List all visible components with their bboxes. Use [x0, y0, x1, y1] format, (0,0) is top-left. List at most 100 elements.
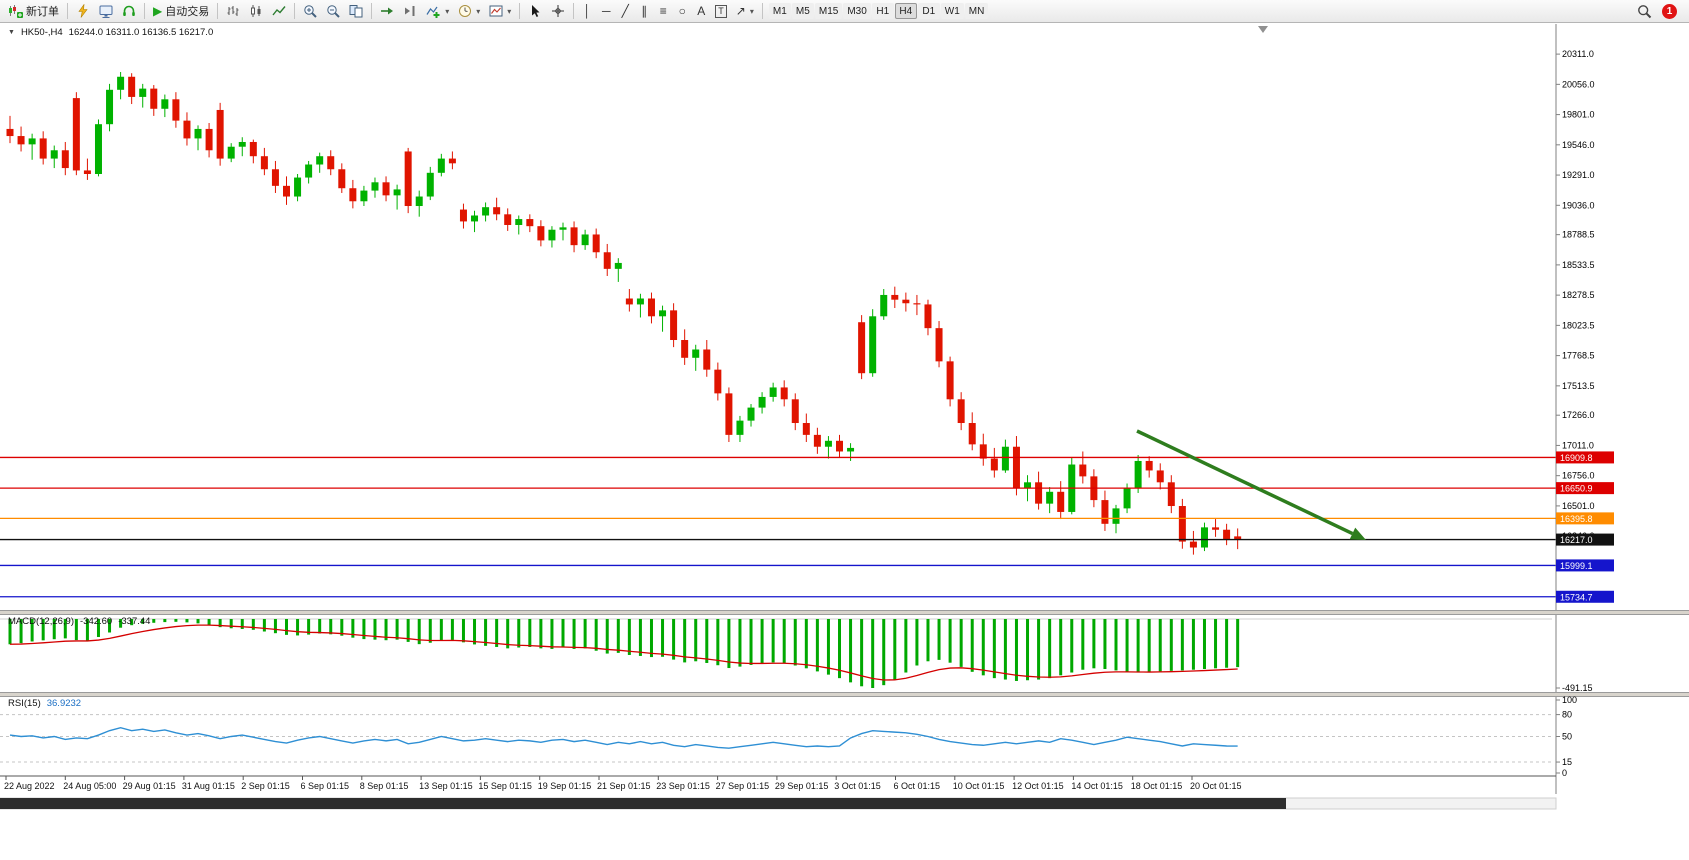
candlestick-type-button[interactable] — [245, 2, 267, 20]
chart-symbol-period: HK50-,H4 — [20, 27, 63, 38]
svg-text:19546.0: 19546.0 — [1562, 140, 1595, 150]
cursor-button[interactable] — [524, 2, 546, 20]
horizontal-line-button[interactable]: ─ — [597, 2, 615, 20]
price-badge — [1556, 512, 1614, 525]
svg-text:18023.5: 18023.5 — [1562, 320, 1595, 330]
indicators-button[interactable]: ▾ — [422, 2, 453, 20]
svg-text:15734.7: 15734.7 — [1560, 592, 1593, 602]
zoom-out-icon — [326, 4, 340, 18]
support-button[interactable] — [118, 2, 140, 20]
timeframe-W1[interactable]: W1 — [940, 3, 964, 19]
toolbar-separator — [519, 3, 521, 19]
svg-text:17266.0: 17266.0 — [1562, 410, 1595, 420]
search-button[interactable] — [1633, 2, 1656, 20]
line-chart-type-button[interactable] — [268, 2, 290, 20]
macd-signal-value: -337.44 — [118, 616, 151, 627]
timeframe-MN[interactable]: MN — [964, 3, 989, 19]
vertical-line-button[interactable]: │ — [578, 2, 596, 20]
svg-text:16501.0: 16501.0 — [1562, 501, 1595, 511]
toolbar-separator — [371, 3, 373, 19]
monitor-icon — [99, 4, 113, 19]
svg-text:12 Oct 01:15: 12 Oct 01:15 — [1012, 781, 1064, 791]
notification-badge[interactable]: 1 — [1662, 3, 1677, 19]
channel-button[interactable]: ∥ — [635, 2, 653, 20]
timeframe-M15[interactable]: M15 — [814, 3, 843, 19]
rsi-value: 36.9232 — [46, 698, 82, 709]
svg-text:6 Oct 01:15: 6 Oct 01:15 — [894, 781, 941, 791]
trendline-button[interactable]: ╱ — [616, 2, 634, 20]
price-badge — [1556, 482, 1614, 495]
zoom-in-button[interactable] — [299, 2, 321, 20]
shapes-button[interactable]: ○ — [673, 2, 691, 20]
auto-trading-button[interactable]: ▶ 自动交易 — [149, 2, 213, 20]
channel-icon: ∥ — [641, 4, 648, 18]
timeframe-H1[interactable]: H1 — [871, 3, 894, 19]
vertical-line-icon: │ — [583, 4, 592, 18]
svg-text:29 Aug 01:15: 29 Aug 01:15 — [123, 781, 176, 791]
toolbar-separator — [573, 3, 575, 19]
auto-scroll-button[interactable] — [376, 2, 398, 20]
line-chart-icon — [272, 4, 286, 18]
chart-properties-icon — [489, 4, 503, 18]
chart-collapse-icon[interactable]: ▼ — [8, 29, 15, 36]
svg-text:80: 80 — [1562, 710, 1572, 720]
zoom-out-button[interactable] — [322, 2, 344, 20]
price-lines-layer — [0, 456, 1556, 598]
text-icon: A — [697, 4, 706, 18]
text-label-button[interactable]: T — [711, 2, 731, 20]
chart-shift-marker[interactable] — [1258, 26, 1268, 33]
svg-text:29 Sep 01:15: 29 Sep 01:15 — [775, 781, 829, 791]
new-order-button[interactable]: 新订单 — [4, 2, 63, 20]
lightning-button[interactable] — [72, 2, 94, 20]
chart-shift-button[interactable] — [399, 2, 421, 20]
arrows-tool-button[interactable]: ↗ ▾ — [732, 2, 758, 20]
crosshair-button[interactable] — [547, 2, 569, 20]
svg-text:20 Oct 01:15: 20 Oct 01:15 — [1190, 781, 1242, 791]
timeframe-D1[interactable]: D1 — [917, 3, 940, 19]
macd-splitter[interactable] — [0, 610, 1689, 615]
svg-text:17011.0: 17011.0 — [1562, 440, 1594, 450]
price-badge — [1556, 559, 1614, 572]
new-order-label: 新订单 — [26, 6, 59, 18]
price-badge — [1556, 533, 1614, 546]
timeframe-H4[interactable]: H4 — [894, 3, 917, 19]
ohlc-bars-icon — [226, 4, 240, 18]
timeframe-M1[interactable]: M1 — [768, 3, 791, 19]
fibonacci-button[interactable]: ≡ — [654, 2, 672, 20]
chart-properties-button[interactable]: ▾ — [485, 2, 515, 20]
chevron-down-icon: ▾ — [476, 6, 481, 16]
svg-text:13 Sep 01:15: 13 Sep 01:15 — [419, 781, 473, 791]
auto-scroll-icon — [380, 4, 394, 18]
macd-name: MACD(12,26,9) — [8, 616, 74, 627]
arrow-icon: ↗ — [735, 4, 746, 18]
svg-text:18278.5: 18278.5 — [1562, 290, 1595, 300]
bar-chart-type-button[interactable] — [222, 2, 244, 20]
chart-title: ▼ HK50-,H4 16244.0 16311.0 16136.5 16217… — [8, 27, 213, 38]
macd-indicator-label: MACD(12,26,9) -342.60 -337.44 — [8, 616, 150, 627]
tile-windows-button[interactable] — [345, 2, 367, 20]
periods-button[interactable]: ▾ — [454, 2, 484, 20]
timeframe-M5[interactable]: M5 — [791, 3, 814, 19]
chart-plot-area[interactable] — [0, 24, 1552, 608]
toolbar-separator — [761, 3, 763, 19]
rsi-indicator-label: RSI(15) 36.9232 — [8, 698, 81, 709]
play-icon: ▶ — [153, 4, 163, 18]
svg-text:22 Aug 2022: 22 Aug 2022 — [4, 781, 55, 791]
trendline-icon: ╱ — [621, 4, 629, 18]
trend-arrow[interactable] — [1136, 429, 1366, 540]
timeframe-M30[interactable]: M30 — [843, 3, 871, 19]
clock-icon — [458, 4, 472, 18]
terminal-button[interactable] — [95, 2, 117, 20]
rsi-name: RSI(15) — [8, 698, 41, 709]
rsi-splitter[interactable] — [0, 692, 1689, 697]
chart-shift-icon — [403, 4, 417, 18]
rsi-panel: 100 80 50 150 — [0, 695, 1577, 778]
price-badge — [1556, 451, 1614, 464]
svg-text:31 Aug 01:15: 31 Aug 01:15 — [182, 781, 235, 791]
scrollbar-thumb[interactable] — [0, 798, 1286, 809]
text-tool-button[interactable]: A — [692, 2, 710, 20]
svg-text:20056.0: 20056.0 — [1562, 79, 1595, 89]
svg-text:14 Oct 01:15: 14 Oct 01:15 — [1071, 781, 1123, 791]
svg-text:19036.0: 19036.0 — [1562, 200, 1595, 210]
